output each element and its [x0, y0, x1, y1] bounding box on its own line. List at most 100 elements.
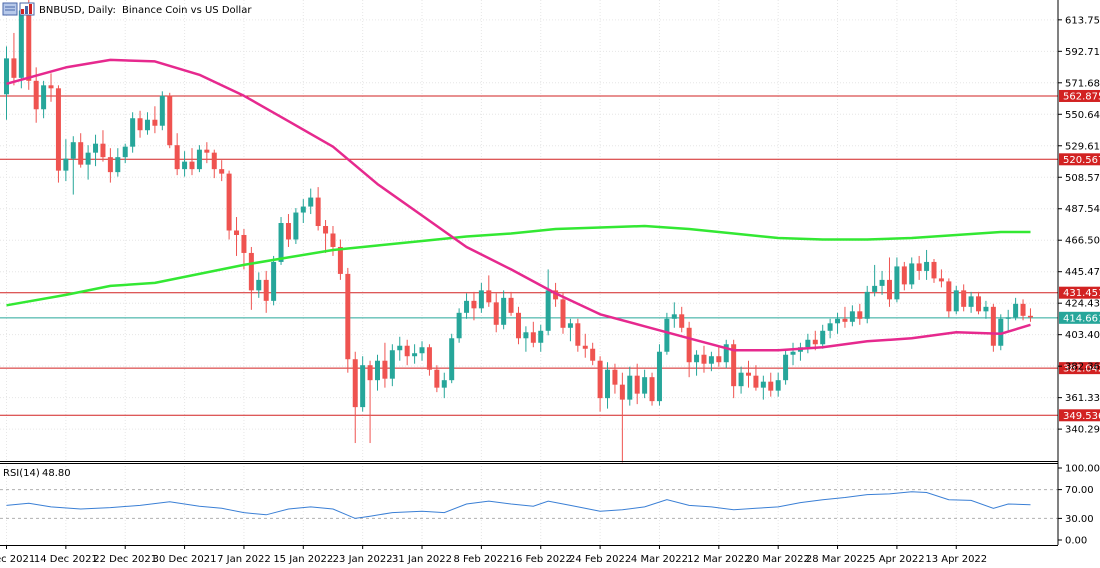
candle-body — [352, 359, 358, 408]
level-price-label: 431.451 — [1063, 288, 1100, 299]
candle-body — [330, 233, 336, 247]
y-tick-label: 466.505 — [1065, 236, 1100, 247]
candle-body — [115, 157, 121, 173]
candle-body — [812, 339, 818, 345]
candle-body — [694, 354, 700, 363]
candle-body — [775, 380, 781, 391]
candle-body — [204, 149, 210, 153]
candle-body — [567, 323, 573, 328]
x-tick-label: 12 Mar 2022 — [687, 554, 750, 565]
candle-body — [308, 197, 314, 207]
rsi-tick-label: 0.00 — [1065, 536, 1087, 547]
candle-body — [300, 206, 306, 213]
candle-body — [1027, 315, 1033, 318]
candle-body — [85, 152, 91, 165]
candle-body — [211, 152, 217, 170]
current-price-badge — [1059, 311, 1100, 324]
x-tick-label: 5 Apr 2022 — [869, 554, 924, 565]
rsi-value: 48.80 — [42, 468, 71, 479]
candle-body — [656, 351, 662, 402]
x-tick-label: 14 Dec 2021 — [34, 554, 98, 565]
candle-body — [315, 197, 321, 227]
chart-title-bar: BNBUSD, Daily: Binance Coin vs US Dollar — [2, 2, 252, 16]
candle-body — [471, 300, 477, 309]
x-tick-label: 23 Jan 2022 — [333, 554, 393, 565]
x-tick-label: 22 Dec 2021 — [93, 554, 157, 565]
candle-body — [18, 10, 24, 78]
y-tick-label: 403.400 — [1065, 330, 1100, 341]
candle-body — [464, 300, 470, 313]
candle-body — [456, 312, 462, 339]
rsi-tick-label: 100.00 — [1065, 464, 1100, 475]
candle-body — [130, 118, 136, 147]
candle-body — [545, 290, 551, 331]
candle-body — [879, 279, 885, 286]
candle-body — [901, 266, 907, 285]
current-price-label: 414.661 — [1063, 313, 1100, 324]
candle-body — [515, 312, 521, 339]
rsi-grid — [0, 463, 1058, 545]
horizontal-levels[interactable]: 562.875 520.567 431.451 381.042 349.536 414.6… — [0, 89, 1100, 422]
y-tick-label: 445.470 — [1065, 267, 1100, 278]
candle-body — [78, 142, 84, 165]
candle-body — [708, 356, 714, 364]
candle-body — [152, 119, 158, 126]
candle-body — [389, 350, 395, 379]
x-tick-label: 28 Mar 2022 — [806, 554, 869, 565]
y-tick-label: 424.435 — [1065, 299, 1100, 310]
candle-body — [679, 314, 685, 328]
level-price-label: 562.875 — [1063, 91, 1100, 102]
candle-body — [924, 261, 930, 271]
candle-body — [426, 347, 432, 370]
y-tick-label: 550.645 — [1065, 110, 1100, 121]
candle-body — [909, 263, 915, 285]
ma-fast-line — [6, 58, 1031, 352]
candle-body — [760, 381, 766, 388]
candle-body — [538, 330, 544, 343]
candle-body — [746, 372, 751, 376]
candle-body — [783, 354, 789, 381]
symbol-flag-icon[interactable] — [19, 2, 35, 16]
x-tick-label: 6 Dec 2021 — [0, 554, 35, 565]
candle-body — [582, 345, 588, 349]
y-tick-label: 613.750 — [1065, 15, 1100, 26]
candle-body — [716, 356, 722, 363]
candle-body — [1020, 303, 1026, 316]
x-tick-label: 20 Mar 2022 — [746, 554, 809, 565]
y-tick-label: 361.330 — [1065, 393, 1100, 404]
candle-body — [4, 58, 9, 95]
candle-body — [182, 161, 188, 170]
candle-body — [478, 290, 484, 309]
candle-body — [48, 85, 54, 89]
candle-body — [107, 157, 113, 173]
y-tick-label: 571.680 — [1065, 78, 1100, 89]
rsi-tick-label: 30.00 — [1065, 514, 1094, 525]
ma-slow-line — [6, 224, 1031, 307]
rsi-label: RSI(14) — [3, 468, 40, 479]
candle-body — [122, 146, 128, 158]
candle-body — [263, 279, 269, 301]
candle-body — [820, 330, 826, 345]
candle-body — [174, 145, 180, 170]
candle-body — [441, 380, 447, 388]
candle-body — [493, 302, 499, 325]
chart-type-icon[interactable] — [2, 2, 18, 16]
candle-body — [553, 290, 559, 300]
candle-body — [501, 297, 507, 325]
x-tick-label: 13 Apr 2022 — [925, 554, 987, 565]
candle-body — [931, 261, 937, 279]
candle-body — [26, 10, 32, 81]
candle-body — [886, 279, 892, 300]
candle-body — [805, 339, 811, 348]
candle-body — [1013, 303, 1019, 318]
candle-body — [189, 161, 195, 170]
moving-averages — [6, 58, 1031, 352]
candle-body — [404, 345, 410, 357]
level-price-badge — [1059, 89, 1100, 102]
candle-body — [11, 58, 17, 78]
candle-body — [946, 281, 952, 312]
candle-body — [144, 119, 150, 131]
level-price-badge — [1059, 286, 1100, 299]
